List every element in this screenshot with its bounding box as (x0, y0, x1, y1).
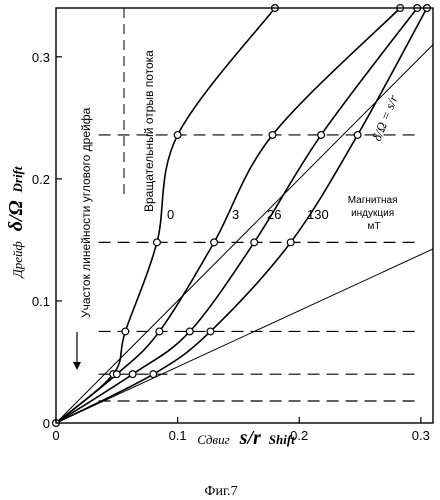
reference-line-0 (55, 44, 434, 424)
legend-title: Магнитная индукция мТ (348, 195, 401, 232)
series-130-point-3 (286, 238, 295, 247)
y-tick-label-3: 0.3 (32, 50, 50, 65)
y-axis-title: Дрейф δ/Ω Drift (5, 166, 27, 279)
y-axis-title-symbol: δ/Ω (5, 200, 27, 231)
series-0-point-3 (152, 238, 161, 247)
series-130-point-4 (353, 130, 362, 139)
series-0-point-2 (121, 327, 130, 336)
series-26-point-3 (250, 238, 259, 247)
series-130-point-2 (206, 327, 215, 336)
series-0-point-4 (173, 130, 182, 139)
series-label-3: 3 (232, 207, 239, 222)
reference-line-1 (55, 248, 434, 424)
series-label-0: 0 (167, 207, 174, 222)
series-3-point-1 (112, 370, 121, 379)
annotation-arrowhead (73, 362, 81, 370)
y-axis-title-ru: Дрейф (10, 241, 25, 279)
series-26-point-1 (128, 370, 137, 379)
y-tick-label-2: 0.2 (32, 172, 50, 187)
y-tick-label-1: 0.1 (32, 294, 50, 309)
annotation-linearity: Участок линейности углового дрейфа (79, 107, 93, 318)
x-axis-title-ru: Сдвиг (197, 432, 229, 447)
x-axis-title-symbol: s/r (239, 427, 261, 449)
y-tick-label-0: 0 (43, 416, 50, 431)
markers (51, 3, 431, 428)
annotation-rotating-stall: Вращательный отрыв потока (142, 50, 156, 212)
y-axis-title-en: Drift (10, 166, 25, 193)
x-tick-label-1: 0.1 (169, 428, 187, 443)
reference-line-label: δ/Ω = s/r (369, 92, 401, 143)
series-3-point-4 (268, 130, 277, 139)
series-line-130 (55, 7, 428, 424)
series-26-point-2 (185, 327, 194, 336)
x-axis-title: Сдвиг s/r Shift (197, 427, 295, 449)
series-3-point-2 (155, 327, 164, 336)
x-tick-label-2: 0.2 (290, 428, 308, 443)
ticks: 0 0.1 0.2 0.3 0 0.1 0.2 0.3 (32, 50, 430, 443)
x-tick-label-0: 0 (52, 428, 59, 443)
series-label-130: 130 (307, 207, 329, 222)
x-axis-title-en: Shift (269, 432, 295, 447)
dashed-levels (98, 134, 421, 402)
series-130-point-1 (149, 370, 158, 379)
x-tick-label-3: 0.3 (412, 428, 430, 443)
series-3-point-3 (210, 238, 219, 247)
reference-lines (55, 44, 434, 424)
series-line-3 (55, 7, 401, 424)
series-26-point-4 (317, 130, 326, 139)
series-label-26: 26 (267, 207, 281, 222)
figure-caption: Фиг.7 (204, 484, 237, 499)
plot-frame (55, 7, 434, 424)
